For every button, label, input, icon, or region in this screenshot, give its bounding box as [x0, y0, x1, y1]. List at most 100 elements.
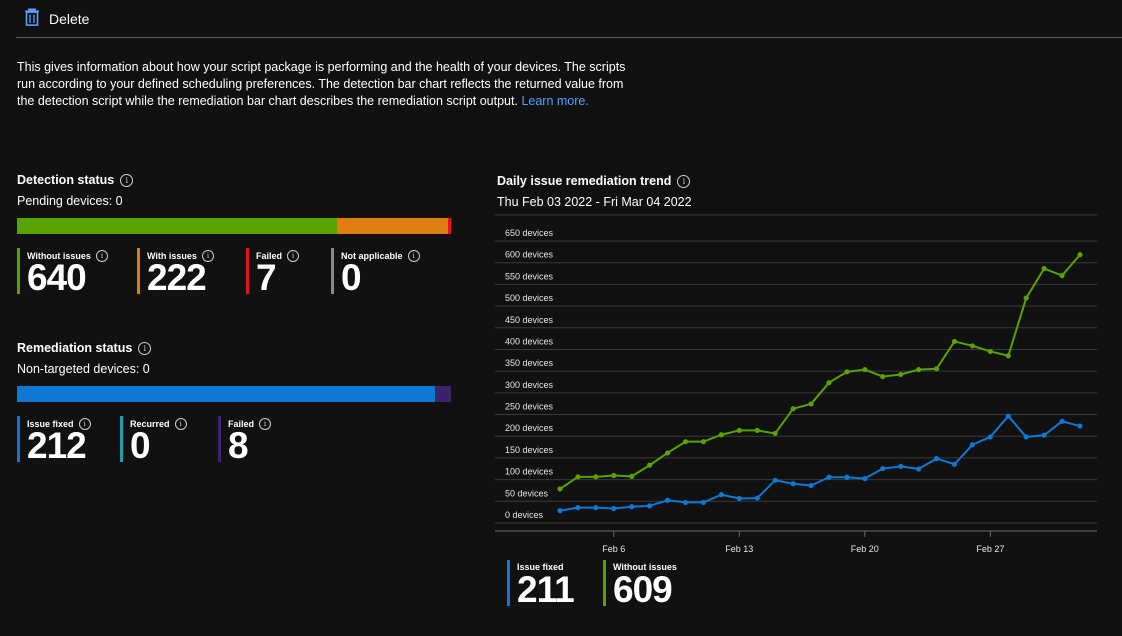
data-point-without-issues — [844, 369, 849, 374]
data-point-without-issues — [1024, 295, 1029, 300]
data-point-without-issues — [719, 432, 724, 437]
metric-value: 222 — [147, 258, 206, 298]
data-point-issue-fixed — [773, 478, 778, 483]
info-icon[interactable]: i — [408, 250, 420, 262]
data-point-issue-fixed — [557, 508, 562, 513]
data-point-without-issues — [575, 474, 580, 479]
metric-value: 0 — [130, 426, 150, 466]
y-tick-label: 600 devices — [505, 250, 554, 260]
remediation-status-title: Remediation status i — [17, 341, 151, 355]
info-icon[interactable]: i — [677, 175, 690, 188]
data-point-issue-fixed — [1006, 413, 1011, 418]
data-point-without-issues — [898, 372, 903, 377]
y-tick-label: 550 devices — [505, 271, 554, 281]
data-point-issue-fixed — [611, 506, 616, 511]
data-point-without-issues — [665, 450, 670, 455]
data-point-issue-fixed — [826, 475, 831, 480]
data-point-without-issues — [593, 474, 598, 479]
data-point-issue-fixed — [862, 476, 867, 481]
metric-without-issues[interactable]: Without issues i 640 — [17, 248, 127, 296]
info-icon[interactable]: i — [287, 250, 299, 262]
trash-icon — [24, 8, 40, 31]
data-point-issue-fixed — [1042, 433, 1047, 438]
data-point-issue-fixed — [629, 504, 634, 509]
series-line-issue-fixed — [560, 416, 1080, 511]
y-tick-label: 150 devices — [505, 445, 554, 455]
metric-recurred[interactable]: Recurred i 0 — [120, 416, 210, 464]
data-point-without-issues — [791, 406, 796, 411]
info-icon[interactable]: i — [259, 418, 271, 430]
trend-date-range: Thu Feb 03 2022 - Fri Mar 04 2022 — [497, 195, 692, 209]
data-point-issue-fixed — [737, 496, 742, 501]
metric-not-applicable[interactable]: Not applicable i 0 — [331, 248, 441, 296]
y-tick-label: 400 devices — [505, 336, 554, 346]
data-point-without-issues — [1006, 353, 1011, 358]
remediation-status-bar[interactable] — [17, 386, 451, 402]
metric-failed[interactable]: Failed i 7 — [246, 248, 326, 296]
info-icon[interactable]: i — [138, 342, 151, 355]
info-icon[interactable]: i — [120, 174, 133, 187]
data-point-without-issues — [952, 339, 957, 344]
y-tick-label: 350 devices — [505, 358, 554, 368]
detection-status-bar[interactable] — [17, 218, 451, 234]
metric-value: 7 — [256, 258, 276, 298]
description-text: This gives information about how your sc… — [17, 59, 627, 110]
data-point-issue-fixed — [683, 500, 688, 505]
trend-heading: Daily issue remediation trend — [497, 174, 671, 188]
info-icon[interactable]: i — [96, 250, 108, 262]
x-tick-label: Feb 27 — [976, 544, 1004, 554]
detection-status-title: Detection status i — [17, 173, 133, 187]
data-point-without-issues — [880, 374, 885, 379]
data-point-without-issues — [826, 380, 831, 385]
metric-remediation-failed[interactable]: Failed i 8 — [218, 416, 298, 464]
metric-value: 8 — [228, 426, 248, 466]
data-point-issue-fixed — [665, 498, 670, 503]
data-point-without-issues — [683, 439, 688, 444]
x-tick-label: Feb 20 — [851, 544, 879, 554]
data-point-without-issues — [808, 401, 813, 406]
metric-value: 212 — [27, 426, 86, 466]
detection-bar-without-issues — [17, 218, 337, 234]
metric-color-bar — [218, 416, 221, 462]
remediation-bar-failed — [435, 386, 451, 402]
data-point-without-issues — [647, 463, 652, 468]
data-point-without-issues — [1059, 273, 1064, 278]
trend-title: Daily issue remediation trend i — [497, 174, 690, 188]
metric-issue-fixed[interactable]: Issue fixed i 212 — [17, 416, 117, 464]
data-point-without-issues — [737, 428, 742, 433]
y-tick-label: 100 devices — [505, 467, 554, 477]
data-point-issue-fixed — [844, 475, 849, 480]
delete-button[interactable]: Delete — [24, 7, 89, 31]
metric-color-bar — [331, 248, 334, 294]
pending-devices: Pending devices: 0 — [17, 194, 123, 208]
metric-with-issues[interactable]: With issues i 222 — [137, 248, 247, 296]
metric-color-bar — [17, 248, 20, 294]
data-point-issue-fixed — [1077, 423, 1082, 428]
data-point-without-issues — [701, 439, 706, 444]
legend-color-bar — [507, 560, 510, 606]
legend-value: 609 — [613, 570, 672, 610]
y-tick-label: 200 devices — [505, 423, 554, 433]
trend-line-chart[interactable]: 0 devices 50 devices 100 devices 150 device… — [490, 210, 1110, 555]
series-line-without-issues — [560, 255, 1080, 489]
y-tick-label: 250 devices — [505, 402, 554, 412]
legend-without-issues[interactable]: Without issues 609 — [603, 560, 703, 608]
detection-status-heading: Detection status — [17, 173, 114, 187]
data-point-issue-fixed — [970, 442, 975, 447]
legend-value: 211 — [517, 570, 574, 610]
data-point-issue-fixed — [880, 466, 885, 471]
data-point-without-issues — [629, 474, 634, 479]
data-point-without-issues — [1077, 252, 1082, 257]
y-tick-label: 50 devices — [505, 488, 549, 498]
legend-color-bar — [603, 560, 606, 606]
info-icon[interactable]: i — [175, 418, 187, 430]
y-tick-label: 300 devices — [505, 380, 554, 390]
data-point-issue-fixed — [934, 456, 939, 461]
remediation-status-heading: Remediation status — [17, 341, 132, 355]
learn-more-link[interactable]: Learn more. — [521, 94, 588, 108]
legend-issue-fixed[interactable]: Issue fixed 211 — [507, 560, 597, 608]
metric-color-bar — [17, 416, 20, 462]
data-point-issue-fixed — [898, 464, 903, 469]
detection-bar-failed — [448, 218, 451, 234]
metric-value: 0 — [341, 258, 361, 298]
